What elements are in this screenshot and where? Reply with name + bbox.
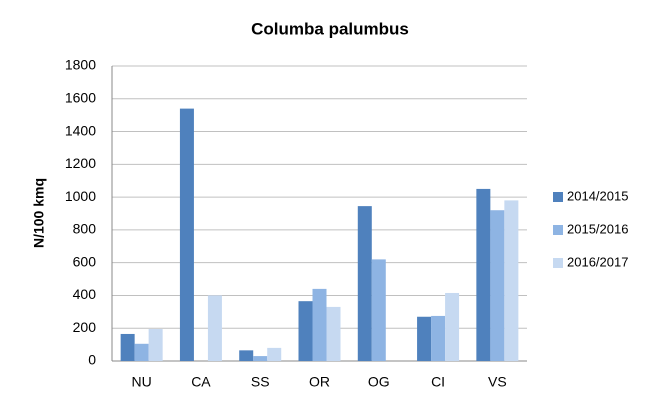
legend-swatch xyxy=(553,192,563,202)
legend-swatch xyxy=(553,225,563,235)
bar xyxy=(239,350,254,361)
y-tick-label: 600 xyxy=(73,253,97,269)
chart-title: Columba palumbus xyxy=(251,19,409,38)
bar xyxy=(253,356,268,361)
x-tick-label: OG xyxy=(368,374,390,390)
y-tick-label: 0 xyxy=(88,352,96,368)
x-tick-label: OR xyxy=(309,374,330,390)
y-tick-label: 800 xyxy=(73,221,97,237)
bar xyxy=(490,210,505,361)
y-tick-label: 1000 xyxy=(65,188,96,204)
y-tick-label: 400 xyxy=(73,286,97,302)
x-tick-label: CA xyxy=(191,374,211,390)
y-tick-label: 1400 xyxy=(65,122,96,138)
bar xyxy=(431,315,446,361)
bar xyxy=(148,329,163,361)
bar xyxy=(120,333,135,361)
legend-label: 2016/2017 xyxy=(567,254,628,269)
bar xyxy=(298,301,313,361)
bar xyxy=(476,188,491,361)
legend-swatch xyxy=(553,258,563,268)
y-axis-title: N/100 kmq xyxy=(31,178,47,248)
bar xyxy=(267,347,282,361)
y-tick-label: 200 xyxy=(73,319,97,335)
legend-label: 2015/2016 xyxy=(567,221,628,236)
legend-label: 2014/2015 xyxy=(567,188,628,203)
bar xyxy=(179,108,194,361)
x-tick-label: VS xyxy=(488,374,507,390)
bar xyxy=(371,259,386,361)
x-tick-label: NU xyxy=(132,374,152,390)
y-tick-label: 1200 xyxy=(65,155,96,171)
bar xyxy=(312,288,327,361)
bar xyxy=(445,292,460,361)
x-tick-label: SS xyxy=(251,374,270,390)
bar xyxy=(357,206,372,361)
y-tick-label: 1600 xyxy=(65,89,96,105)
bar xyxy=(134,343,149,361)
bar xyxy=(417,316,432,361)
bar xyxy=(326,306,341,361)
y-tick-label: 1800 xyxy=(65,57,96,73)
bar xyxy=(207,295,222,361)
x-tick-label: CI xyxy=(431,374,445,390)
bar xyxy=(504,200,519,361)
